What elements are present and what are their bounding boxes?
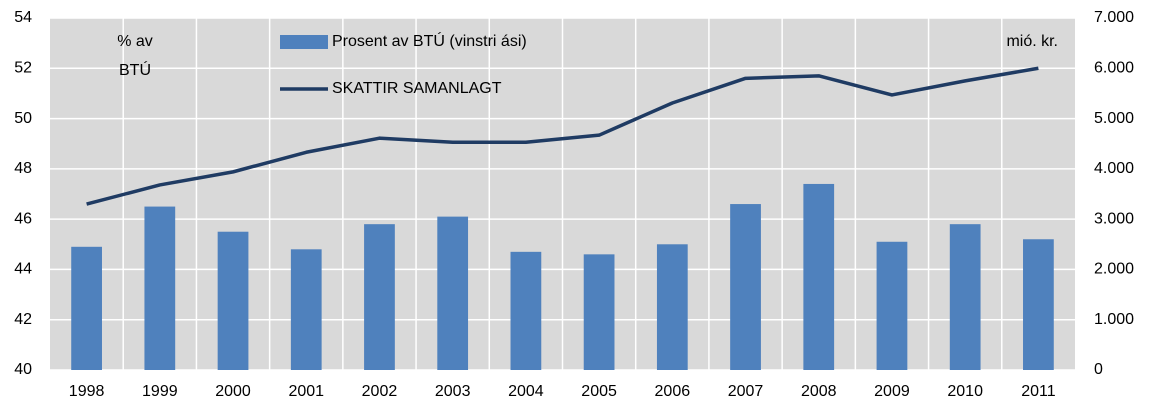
x-tick-label: 2004 [508, 383, 544, 400]
bar [876, 241, 908, 370]
y-tick-label: 48 [14, 160, 32, 177]
x-tick-label: 2007 [728, 383, 764, 400]
y-tick-label: 54 [14, 9, 32, 26]
bar [364, 224, 395, 370]
y-tick-label: 52 [14, 60, 32, 77]
bar [1023, 239, 1054, 370]
y2-tick-label: 2.000 [1094, 261, 1134, 278]
y-axis-label: BTÚ [119, 60, 151, 79]
y2-tick-label: 6.000 [1094, 60, 1134, 77]
legend-label: SKATTIR SAMANLAGT [332, 80, 502, 97]
y2-tick-label: 7.000 [1094, 9, 1134, 26]
bar [949, 224, 981, 370]
y-tick-label: 44 [14, 261, 32, 278]
y2-tick-label: 3.000 [1094, 210, 1134, 227]
x-tick-label: 2002 [362, 383, 398, 400]
bar [803, 183, 835, 370]
bar [583, 254, 615, 370]
x-tick-label: 2000 [215, 383, 251, 400]
y-tick-label: 40 [14, 361, 32, 378]
legend-swatch [280, 35, 328, 49]
bar [510, 251, 542, 370]
x-tick-label: 2008 [801, 383, 837, 400]
y2-tick-label: 1.000 [1094, 311, 1134, 328]
x-tick-label: 2001 [288, 383, 324, 400]
x-tick-label: 2003 [435, 383, 471, 400]
y-tick-label: 46 [14, 210, 32, 227]
x-tick-label: 2010 [947, 383, 983, 400]
bar [437, 216, 469, 370]
bar [144, 206, 176, 370]
y-axis-label: % av [117, 33, 153, 50]
bar [730, 204, 761, 370]
y2-tick-label: 5.000 [1094, 110, 1134, 127]
x-tick-label: 2011 [1021, 383, 1056, 400]
bar [217, 231, 249, 370]
x-tick-label: 2006 [655, 383, 691, 400]
x-tick-label: 2005 [581, 383, 617, 400]
y-tick-label: 42 [14, 311, 32, 328]
x-tick-label: 1998 [69, 383, 105, 400]
legend-label: Prosent av BTÚ (vinstri ási) [332, 31, 527, 50]
y2-tick-label: 0 [1094, 361, 1103, 378]
line [86, 66, 1039, 206]
y2-axis-label: mió. kr. [1006, 33, 1058, 50]
bar [290, 249, 322, 370]
bar [71, 246, 102, 370]
x-tick-label: 2009 [874, 383, 910, 400]
bar [656, 244, 688, 370]
x-tick-label: 1999 [142, 383, 178, 400]
y2-tick-label: 4.000 [1094, 160, 1134, 177]
y-tick-label: 50 [14, 110, 32, 127]
